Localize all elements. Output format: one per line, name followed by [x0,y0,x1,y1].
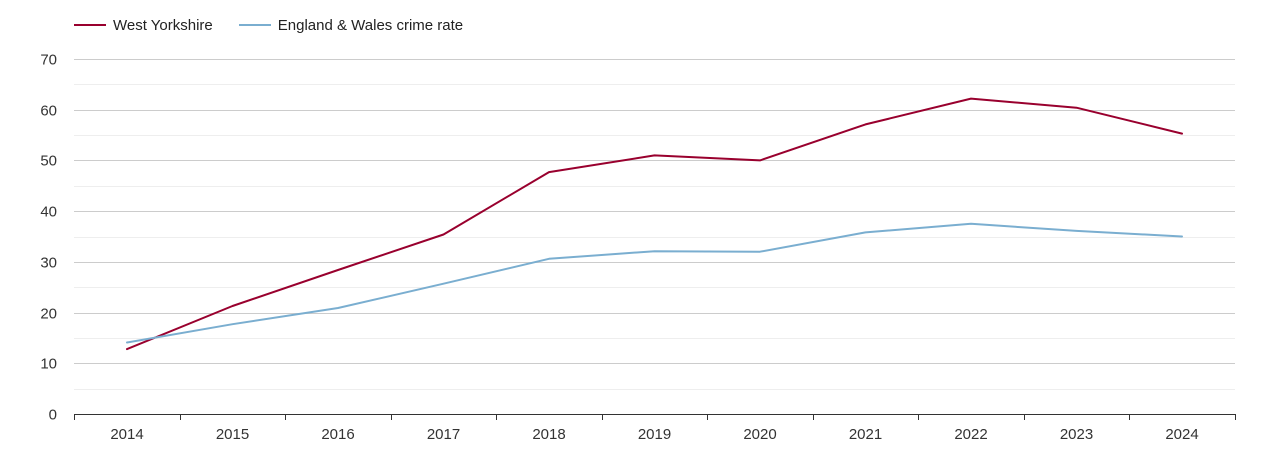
x-tick-label: 2017 [427,426,460,443]
data-point[interactable] [754,154,766,166]
data-point[interactable] [227,300,239,312]
y-tick-label: 60 [40,103,57,120]
data-point[interactable] [121,336,133,348]
y-tick-label: 0 [49,407,57,424]
gridlines [74,59,1235,390]
legend-item-england-wales[interactable]: England & Wales crime rate [238,16,464,34]
legend-swatch [238,24,271,26]
x-tick-label: 2020 [743,426,776,443]
legend-swatch [74,24,106,26]
data-point[interactable] [965,218,977,230]
series-line-england-wales [126,222,1183,344]
data-point[interactable] [860,226,872,238]
data-point[interactable] [1071,102,1083,114]
data-point[interactable] [860,118,872,130]
data-point[interactable] [438,278,450,290]
data-point[interactable] [543,253,555,265]
data-point[interactable] [332,264,344,276]
data-point[interactable] [332,302,344,314]
legend-label: West Yorkshire [113,16,213,34]
y-tick-label: 70 [40,52,57,69]
data-point[interactable] [1176,128,1188,140]
series-layer [121,93,1188,351]
x-tick-label: 2018 [532,426,565,443]
axes: 0 10 20 30 40 50 60 70 2014 2015 2016 2017 2018 2019 2… [40,52,1236,443]
legend: West Yorkshire England & Wales crime rate [74,14,489,36]
data-point[interactable] [543,166,555,178]
data-point[interactable] [649,245,661,257]
data-point[interactable] [649,149,661,161]
x-tick-label: 2024 [1165,426,1198,443]
legend-label: England & Wales crime rate [277,16,464,34]
x-tick-label: 2021 [849,426,882,443]
y-tick-label: 30 [40,255,57,272]
y-tick-label: 40 [40,204,57,221]
data-point[interactable] [438,228,450,240]
data-point[interactable] [754,246,766,258]
x-tick-label: 2019 [638,426,671,443]
legend-item-west-yorkshire[interactable]: West Yorkshire [74,17,213,34]
x-tick-label: 2023 [1060,426,1093,443]
y-tick-label: 20 [40,306,57,323]
data-point[interactable] [965,93,977,105]
x-tick-label: 2014 [110,426,143,443]
data-point[interactable] [1071,225,1083,237]
y-tick-label: 10 [40,356,57,373]
series-line-west-yorkshire [126,97,1183,351]
y-tick-label: 50 [40,153,57,170]
x-tick-label: 2022 [954,426,987,443]
x-tick-label: 2015 [216,426,249,443]
data-point[interactable] [227,318,239,330]
data-point[interactable] [1176,231,1188,243]
x-tick-label: 2016 [321,426,354,443]
